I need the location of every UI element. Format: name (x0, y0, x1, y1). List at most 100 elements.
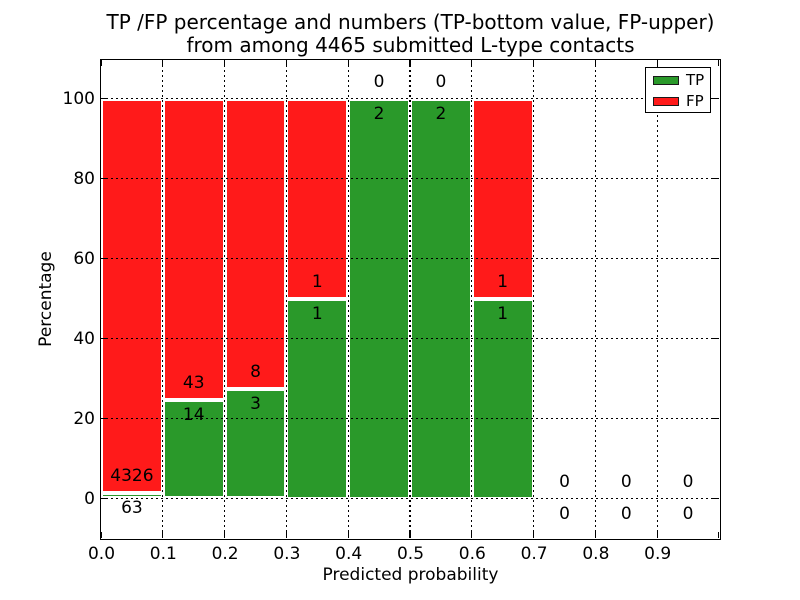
x-tick-mark (409, 532, 411, 538)
y-tick-label: 40 (73, 329, 95, 349)
vertical-gridline (409, 60, 411, 538)
x-tick-mark (101, 532, 103, 538)
x-tick-mark-top (471, 60, 473, 66)
y-tick-label: 100 (62, 89, 95, 109)
y-tick-mark-right (713, 497, 719, 500)
tp-count-label: 0 (559, 503, 570, 524)
tp-bar-segment (286, 298, 349, 499)
x-tick-mark (471, 532, 473, 538)
legend: TP FP (645, 67, 711, 113)
vertical-gridline (162, 60, 164, 538)
tp-bar-segment (471, 298, 534, 499)
x-tick-label: 0.1 (149, 544, 177, 564)
tp-count-label: 3 (250, 394, 261, 415)
tp-count-label: 63 (121, 497, 143, 518)
x-tick-label: 0.8 (582, 544, 610, 564)
vertical-gridline (471, 60, 473, 538)
x-axis-label: Predicted probability (322, 565, 499, 585)
y-tick-mark-right (713, 337, 719, 340)
tp-count-label: 0 (682, 503, 694, 524)
x-tick-mark-top (347, 60, 349, 66)
tp-bar-segment (410, 98, 472, 499)
chart-title-line2: from among 4465 submitted L-type contact… (186, 33, 635, 57)
fp-bar-segment (471, 98, 534, 299)
tp-count-label: 1 (311, 303, 323, 324)
x-tick-label: 0.4 (335, 544, 363, 564)
fp-count-label: 0 (682, 471, 694, 492)
vertical-gridline (223, 60, 226, 538)
y-tick-label: 60 (73, 249, 95, 269)
fp-count-label: 4326 (110, 465, 154, 486)
x-tick-mark-top (532, 60, 535, 66)
legend-item-fp: FP (653, 92, 710, 110)
horizontal-gridline (101, 337, 719, 340)
fp-count-label: 0 (559, 471, 570, 492)
legend-item-tp: TP (653, 71, 710, 89)
tp-count-label: 2 (373, 103, 385, 124)
y-tick-label: 80 (73, 169, 95, 189)
y-tick-mark-right (713, 417, 719, 420)
fp-count-label: 0 (373, 71, 385, 92)
y-tick-mark (101, 177, 107, 180)
x-tick-mark-top (101, 60, 103, 66)
tp-bar-segment (101, 492, 163, 499)
vertical-gridline (347, 60, 349, 538)
y-tick-label: 20 (73, 409, 95, 429)
y-tick-mark (101, 97, 107, 100)
x-tick-mark-top (656, 60, 658, 66)
x-tick-mark-top (162, 60, 164, 66)
x-tick-mark (656, 532, 658, 538)
fp-color-swatch-icon (653, 96, 679, 106)
fp-count-label: 1 (311, 271, 323, 292)
chart-title: TP /FP percentage and numbers (TP-bottom… (100, 11, 721, 57)
x-tick-mark (223, 532, 226, 538)
x-tick-mark-top (409, 60, 411, 66)
fp-count-label: 43 (182, 373, 205, 394)
vertical-gridline (656, 60, 658, 538)
horizontal-gridline (101, 257, 719, 260)
y-tick-mark (101, 337, 107, 340)
tp-bar-segment (348, 98, 410, 499)
y-tick-label: 0 (84, 489, 95, 509)
tp-color-swatch-icon (653, 75, 679, 85)
x-tick-mark (594, 532, 597, 538)
tp-count-label: 14 (182, 405, 205, 426)
y-tick-mark (101, 497, 107, 500)
x-tick-label: 0.2 (211, 544, 239, 564)
x-tick-mark (532, 532, 535, 538)
y-tick-mark-right (713, 257, 719, 260)
fp-count-label: 0 (435, 71, 447, 92)
legend-label-fp: FP (686, 92, 704, 110)
x-tick-mark-top (285, 60, 288, 66)
fp-bar-segment (101, 98, 163, 493)
fp-bar-segment (224, 98, 287, 390)
chart-title-line1: TP /FP percentage and numbers (TP-bottom… (106, 10, 715, 34)
x-tick-label: 0.7 (520, 544, 548, 564)
horizontal-gridline (101, 97, 719, 100)
y-tick-mark (101, 257, 107, 260)
tp-bar-segment (162, 400, 225, 499)
x-tick-mark-top (223, 60, 226, 66)
vertical-gridline (285, 60, 288, 538)
fp-count-label: 8 (250, 362, 261, 383)
vertical-gridline (594, 60, 597, 538)
y-tick-mark (101, 417, 107, 420)
vertical-gridline (532, 60, 535, 538)
horizontal-gridline (101, 177, 719, 180)
tp-count-label: 0 (620, 503, 632, 524)
y-tick-mark-right (713, 97, 719, 100)
horizontal-gridline (101, 417, 719, 420)
fp-count-label: 0 (620, 471, 632, 492)
fp-bar-segment (162, 98, 225, 401)
x-tick-label: 0.6 (458, 544, 486, 564)
x-tick-label: 0.9 (644, 544, 672, 564)
tp-bar-segment (224, 389, 287, 499)
x-tick-label: 0.3 (273, 544, 301, 564)
plot-area: 4326 63 43 14 8 3 1 1 0 2 0 2 1 1 0 0 0 0 0 0 (100, 59, 721, 540)
fp-count-label: 1 (497, 271, 509, 292)
x-tick-mark (162, 532, 164, 538)
tp-count-label: 1 (497, 303, 509, 324)
x-tick-mark (717, 532, 719, 538)
tp-count-label: 2 (435, 103, 447, 124)
